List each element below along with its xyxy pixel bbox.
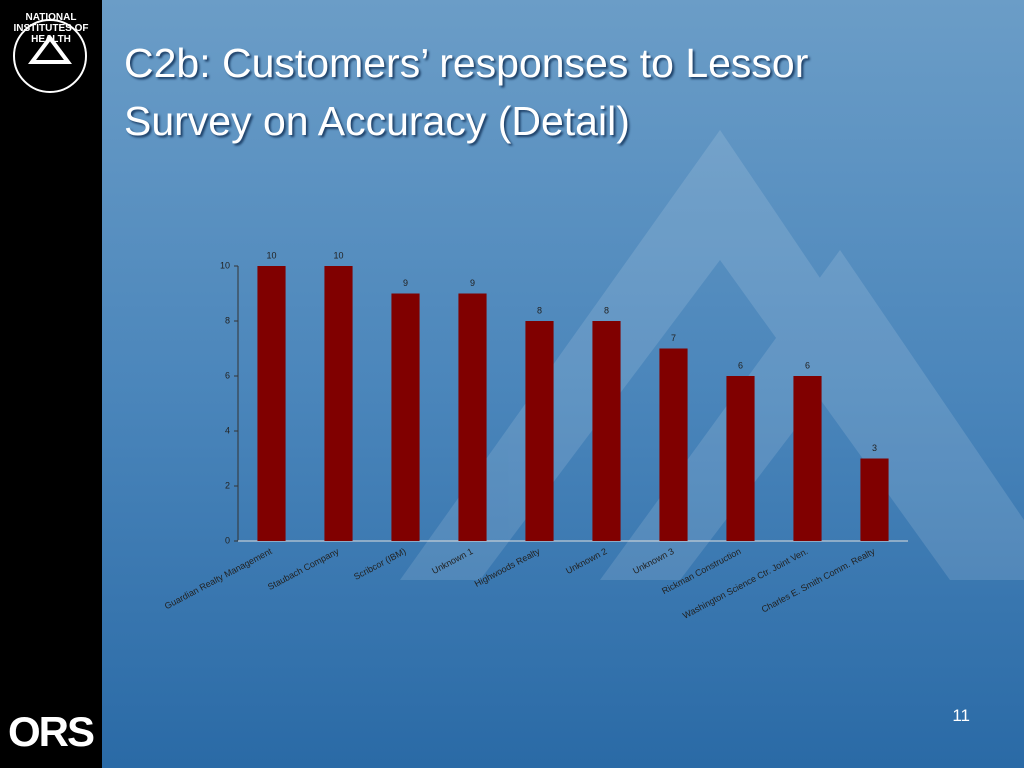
data-label: 9 xyxy=(470,278,475,288)
page-number: 11 xyxy=(952,706,970,725)
nih-logo-mark xyxy=(13,19,87,93)
x-tick-label: Guardian Realty Management xyxy=(163,546,274,611)
background-decoration xyxy=(400,130,1024,580)
y-tick-label: 4 xyxy=(225,425,230,435)
bar xyxy=(525,321,554,541)
bar xyxy=(860,458,889,541)
bar xyxy=(659,348,688,541)
bar xyxy=(726,376,755,541)
bar xyxy=(793,376,822,541)
nih-logo-text: NATIONAL INSTITUTES OF HEALTH xyxy=(13,12,89,45)
y-tick-label: 6 xyxy=(225,370,230,380)
x-tick-label: Charles E. Smith Comm. Realty xyxy=(760,546,877,615)
y-tick-label: 2 xyxy=(225,480,230,490)
bar xyxy=(324,266,353,541)
y-tick-label: 0 xyxy=(225,535,230,545)
data-label: 9 xyxy=(403,278,408,288)
ors-logo: ORS xyxy=(8,708,95,755)
data-label: 3 xyxy=(872,443,877,453)
bar xyxy=(592,321,621,541)
x-tick-label: Washington Science Ctr. Joint Ven. xyxy=(681,546,810,621)
x-tick-label: Staubach Company xyxy=(266,546,341,592)
bar xyxy=(458,293,487,541)
bar xyxy=(257,266,286,541)
x-tick-label: Unknown 2 xyxy=(564,546,608,576)
data-label: 10 xyxy=(266,250,276,260)
data-label: 6 xyxy=(805,360,810,370)
y-tick-label: 8 xyxy=(225,315,230,325)
bar xyxy=(391,293,420,541)
sidebar: NATIONAL INSTITUTES OF HEALTH ORS xyxy=(0,0,102,768)
data-label: 7 xyxy=(671,333,676,343)
y-tick-label: 10 xyxy=(220,260,230,270)
data-label: 8 xyxy=(604,305,609,315)
data-label: 8 xyxy=(537,305,542,315)
slide-title: C2b: Customers’ responses to Lessor Surv… xyxy=(124,40,809,144)
data-label: 6 xyxy=(738,360,743,370)
data-label: 10 xyxy=(333,250,343,260)
x-tick-label: Scribcor (IBM) xyxy=(352,546,407,582)
